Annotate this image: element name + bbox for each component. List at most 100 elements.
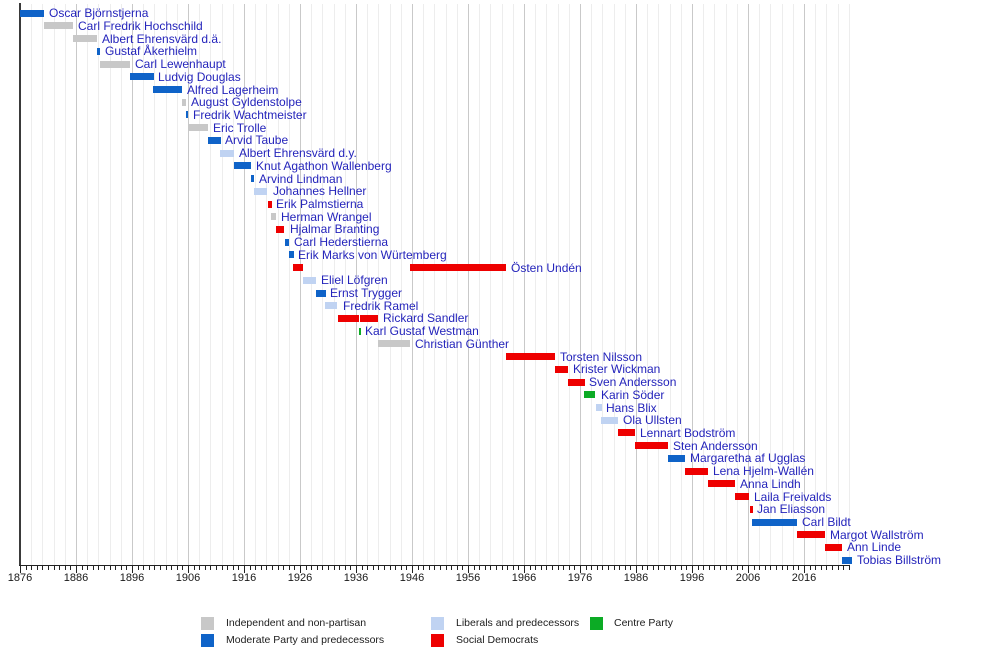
axis-minor-tick	[87, 566, 88, 570]
decade-gridline	[524, 4, 525, 565]
axis-minor-tick	[278, 566, 279, 570]
axis-minor-tick	[513, 566, 514, 570]
axis-minor-tick	[395, 566, 396, 570]
minister-label[interactable]: Anna Lindh	[740, 477, 801, 491]
axis-year-label: 1916	[231, 572, 257, 584]
minister-label[interactable]: Margot Wallström	[830, 528, 924, 542]
minister-label[interactable]: Gustaf Åkerhielm	[105, 44, 198, 58]
minister-label[interactable]: Lennart Bodström	[640, 426, 736, 440]
minister-label[interactable]: Herman Wrangel	[281, 210, 372, 224]
minister-label[interactable]: Jan Eliasson	[757, 502, 826, 516]
minister-label[interactable]: Torsten Nilsson	[560, 350, 643, 364]
minister-label[interactable]: Johannes Hellner	[273, 184, 367, 198]
axis-minor-tick	[59, 566, 60, 570]
minister-label[interactable]: Östen Undén	[511, 261, 582, 275]
axis-minor-tick	[54, 566, 55, 570]
decade-gridline	[300, 4, 301, 565]
minister-label[interactable]: Eric Trolle	[213, 121, 267, 135]
minister-label[interactable]: Fredrik Ramel	[343, 299, 419, 313]
decade-gridline	[636, 4, 637, 565]
decade-gridline	[468, 4, 469, 565]
axis-minor-tick	[843, 566, 844, 570]
minister-label[interactable]: Karin Söder	[601, 388, 665, 402]
axis-minor-tick	[434, 566, 435, 570]
minister-label[interactable]: Karl Gustaf Westman	[365, 324, 479, 338]
minister-label[interactable]: Erik Palmstierna	[276, 197, 364, 211]
minister-label[interactable]: August Gyldenstolpe	[191, 95, 302, 109]
minister-label[interactable]: Krister Wickman	[573, 362, 661, 376]
axis-minor-tick	[530, 566, 531, 570]
axis-minor-tick	[474, 566, 475, 570]
timeline-bar	[268, 201, 272, 208]
axis-minor-tick	[205, 566, 206, 570]
timeline-bar	[735, 493, 749, 500]
axis-minor-tick	[423, 566, 424, 570]
decade-gridline	[356, 4, 357, 565]
decade-gridline	[580, 4, 581, 565]
axis-minor-tick	[166, 566, 167, 570]
axis-minor-tick	[373, 566, 374, 570]
minister-label[interactable]: Carl Fredrik Hochschild	[78, 19, 203, 33]
axis-minor-tick	[849, 566, 850, 570]
minister-label[interactable]: Sten Andersson	[673, 439, 758, 453]
minister-label[interactable]: Lena Hjelm-Wallén	[713, 464, 814, 478]
minister-label[interactable]: Eliel Löfgren	[321, 273, 388, 287]
legend-label-moderate: Moderate Party and predecessors	[226, 634, 385, 646]
minister-label[interactable]: Hans Blix	[606, 401, 657, 415]
axis-major-tick	[692, 566, 693, 573]
minister-label[interactable]: Ann Linde	[847, 540, 902, 554]
minister-label[interactable]: Alfred Lagerheim	[187, 83, 279, 97]
axis-minor-tick	[138, 566, 139, 570]
minister-label[interactable]: Ola Ullsten	[623, 413, 682, 427]
minor-gridline	[714, 4, 715, 565]
axis-minor-tick	[334, 566, 335, 570]
minister-label[interactable]: Margaretha af Ugglas	[690, 451, 806, 465]
decade-gridline	[244, 4, 245, 565]
minor-gridline	[434, 4, 435, 565]
minister-label[interactable]: Fredrik Wachtmeister	[193, 108, 307, 122]
minister-label[interactable]: Erik Marks von Würtemberg	[298, 248, 447, 262]
minister-label[interactable]: Knut Agathon Wallenberg	[256, 159, 392, 173]
minor-gridline	[278, 4, 279, 565]
minor-gridline	[65, 4, 66, 565]
minor-gridline	[31, 4, 32, 565]
minister-label[interactable]: Albert Ehrensvärd d.ä.	[102, 32, 222, 46]
axis-minor-tick	[328, 566, 329, 570]
minister-label[interactable]: Laila Freivalds	[754, 490, 832, 504]
minister-label[interactable]: Sven Andersson	[589, 375, 677, 389]
axis-minor-tick	[619, 566, 620, 570]
timeline-bar	[618, 429, 635, 436]
minister-label[interactable]: Oscar Björnstjerna	[49, 6, 149, 20]
axis-minor-tick	[272, 566, 273, 570]
minister-label[interactable]: Ludvig Douglas	[158, 70, 241, 84]
minor-gridline	[367, 4, 368, 565]
minister-label[interactable]: Ernst Trygger	[330, 286, 403, 300]
axis-minor-tick	[698, 566, 699, 570]
axis-minor-tick	[742, 566, 743, 570]
minister-label[interactable]: Arvid Taube	[225, 133, 289, 147]
axis-minor-tick	[821, 566, 822, 570]
minister-label[interactable]: Albert Ehrensvärd d.y.	[239, 146, 357, 160]
minor-gridline	[479, 4, 480, 565]
minister-label[interactable]: Rickard Sandler	[383, 311, 469, 325]
minister-label[interactable]: Tobias Billström	[857, 553, 942, 567]
axis-minor-tick	[737, 566, 738, 570]
minor-gridline	[266, 4, 267, 565]
timeline-bar	[750, 506, 753, 513]
axis-minor-tick	[31, 566, 32, 570]
axis-minor-tick	[255, 566, 256, 570]
minister-label[interactable]: Hjalmar Branting	[290, 222, 380, 236]
timeline-bar	[182, 99, 186, 106]
minister-label[interactable]: Carl Lewenhaupt	[135, 57, 226, 71]
axis-minor-tick	[233, 566, 234, 570]
axis-minor-tick	[384, 566, 385, 570]
axis-year-label: 1956	[455, 572, 481, 584]
minister-label[interactable]: Carl Bildt	[802, 515, 851, 529]
axis-minor-tick	[451, 566, 452, 570]
minister-label[interactable]: Carl Hederstierna	[294, 235, 389, 249]
minister-label[interactable]: Arvind Lindman	[259, 172, 343, 186]
axis-major-tick	[636, 566, 637, 573]
minor-gridline	[793, 4, 794, 565]
minister-label[interactable]: Christian Günther	[415, 337, 510, 351]
minor-gridline	[233, 4, 234, 565]
